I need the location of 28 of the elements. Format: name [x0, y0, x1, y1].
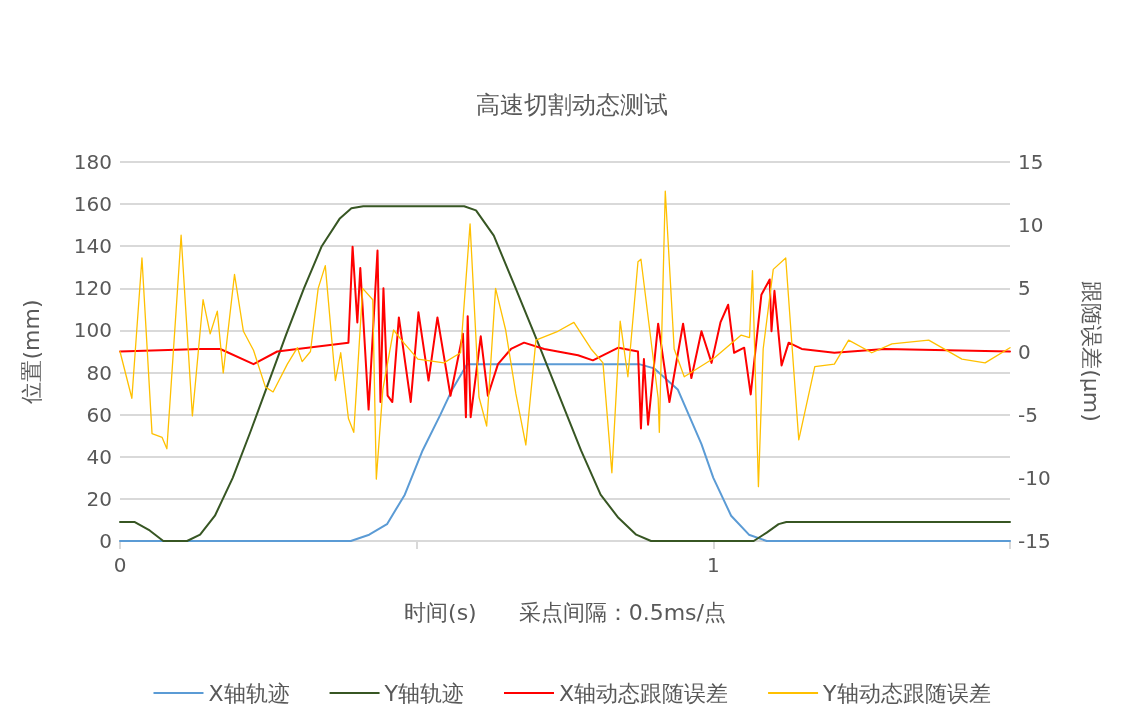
legend-label: Y轴轨迹 [383, 680, 465, 706]
line-series [119, 190, 1011, 488]
legend-label: X轴动态跟随误差 [559, 680, 729, 706]
legend-label: Y轴动态跟随误差 [822, 680, 991, 706]
y2-tick-label: 0 [1018, 339, 1031, 364]
x-tick-label: 1 [706, 553, 720, 577]
y-axis-title: 位置(mm) [18, 299, 44, 404]
legend-label: X轴轨迹 [208, 680, 290, 706]
y-tick-label: 80 [86, 360, 112, 385]
y-tick-label: 0 [99, 529, 112, 553]
y2-tick-label: 15 [1018, 150, 1044, 174]
y-tick-label: 20 [86, 486, 112, 511]
y2-axis-title: 跟随误差(μm) [1078, 281, 1104, 422]
y-tick-label: 100 [73, 318, 112, 343]
y-tick-label: 160 [73, 192, 112, 217]
x-axis-title: 时间(s) 采点间隔：0.5ms/点 [404, 599, 726, 625]
y2-tick-label: -5 [1018, 402, 1038, 427]
line-series [119, 245, 1011, 430]
y-tick-label: 120 [73, 276, 112, 301]
y2-tick-label: 10 [1018, 213, 1044, 238]
y-tick-label: 180 [73, 150, 112, 174]
y-tick-label: 140 [73, 234, 112, 259]
y2-tick-label: -15 [1018, 529, 1051, 553]
y-tick-label: 40 [86, 444, 112, 469]
chart-title: 高速切割动态测试 [476, 91, 668, 119]
y2-tick-label: 5 [1018, 276, 1031, 301]
y-tick-label: 60 [86, 402, 112, 427]
y2-tick-label: -10 [1018, 465, 1051, 490]
